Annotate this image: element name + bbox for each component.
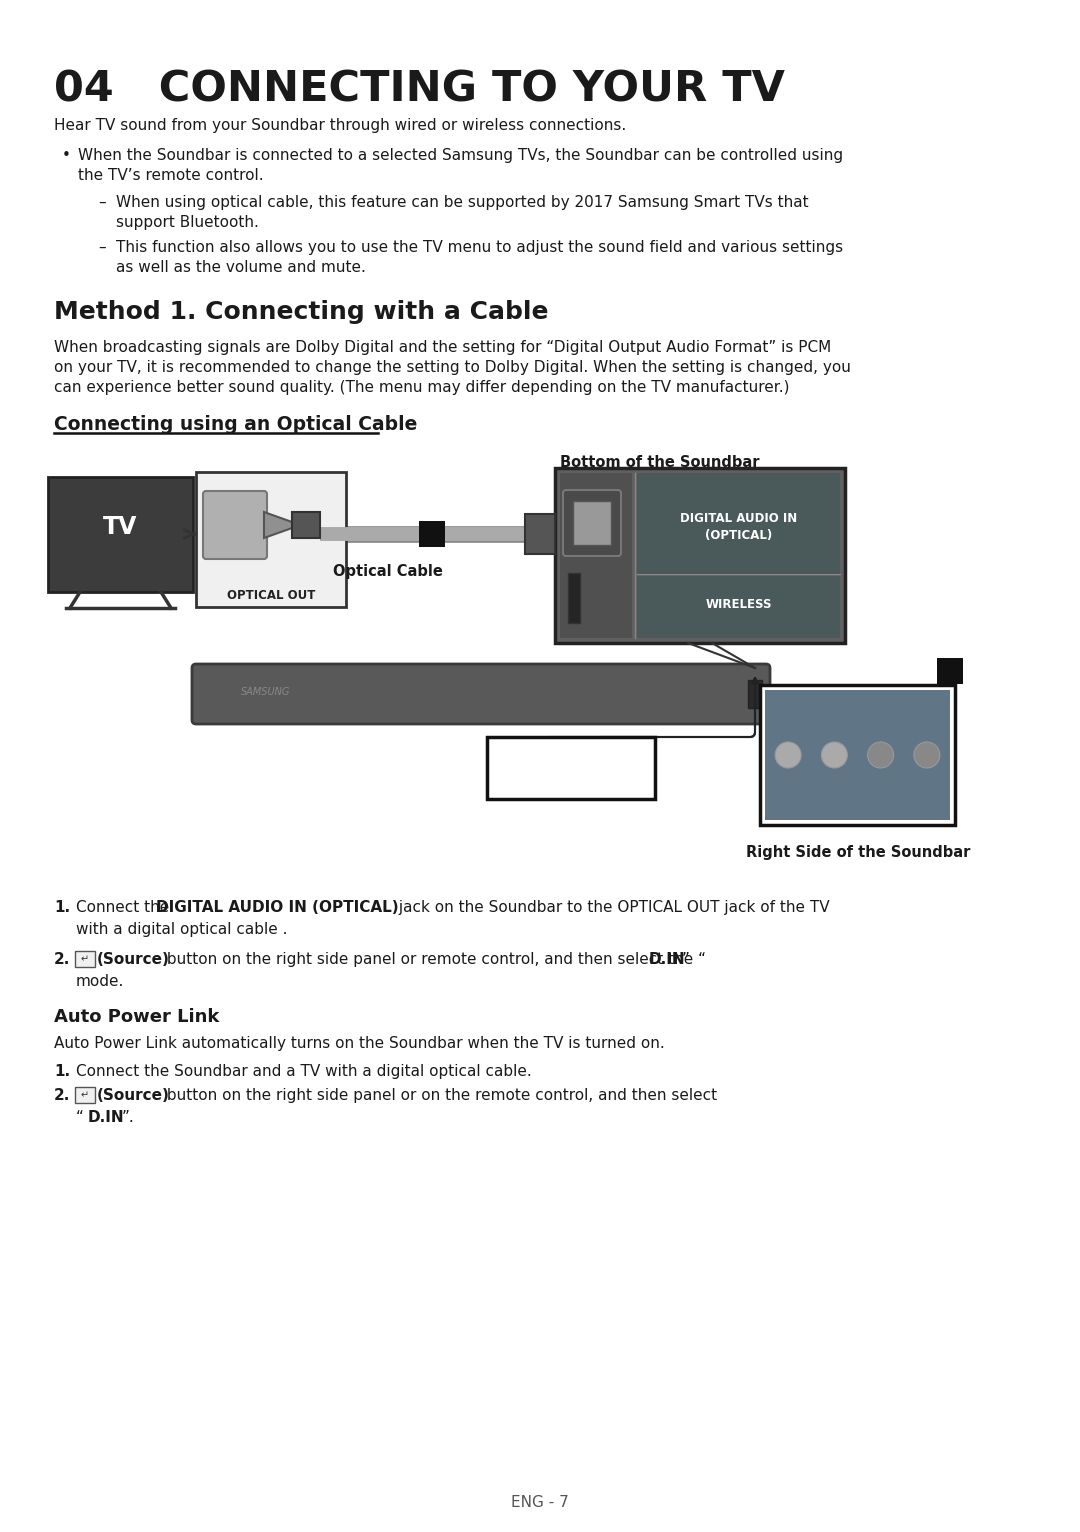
Text: ”: ” (681, 951, 690, 967)
Text: 1: 1 (427, 527, 437, 541)
Text: –: – (98, 195, 106, 210)
FancyBboxPatch shape (937, 659, 963, 683)
Text: –: – (98, 241, 106, 254)
Text: •: • (62, 149, 71, 162)
Text: Auto Power Link automatically turns on the Soundbar when the TV is turned on.: Auto Power Link automatically turns on t… (54, 1036, 665, 1051)
FancyBboxPatch shape (192, 663, 770, 725)
Text: 2: 2 (945, 663, 956, 679)
Text: ⏻: ⏻ (922, 748, 931, 763)
Text: −: − (782, 748, 795, 763)
Circle shape (775, 741, 801, 768)
Text: D.IN: D.IN (535, 752, 608, 780)
FancyBboxPatch shape (419, 521, 445, 547)
Text: 2.: 2. (54, 951, 70, 967)
Text: with a digital optical cable .: with a digital optical cable . (76, 922, 287, 938)
FancyBboxPatch shape (487, 737, 654, 800)
FancyBboxPatch shape (48, 476, 193, 591)
FancyBboxPatch shape (525, 515, 555, 555)
Text: 04   CONNECTING TO YOUR TV: 04 CONNECTING TO YOUR TV (54, 67, 785, 110)
Text: mode.: mode. (76, 974, 124, 990)
Text: DIGITAL AUDIO IN (OPTICAL): DIGITAL AUDIO IN (OPTICAL) (156, 899, 399, 915)
Text: Bottom of the Soundbar: Bottom of the Soundbar (561, 455, 759, 470)
Circle shape (914, 741, 940, 768)
Text: button on the right side panel or remote control, and then select the “: button on the right side panel or remote… (162, 951, 706, 967)
Text: ENG - 7: ENG - 7 (511, 1495, 569, 1511)
FancyBboxPatch shape (555, 467, 845, 643)
FancyBboxPatch shape (561, 473, 632, 637)
Text: the TV’s remote control.: the TV’s remote control. (78, 169, 264, 182)
Text: “: “ (76, 1111, 84, 1124)
Text: (Source): (Source) (97, 951, 170, 967)
Text: jack on the Soundbar to the OPTICAL OUT jack of the TV: jack on the Soundbar to the OPTICAL OUT … (394, 899, 829, 915)
FancyBboxPatch shape (195, 472, 346, 607)
Text: Method 1. Connecting with a Cable: Method 1. Connecting with a Cable (54, 300, 549, 323)
Text: SAMSUNG: SAMSUNG (241, 686, 291, 697)
Text: Connect the: Connect the (76, 899, 174, 915)
Text: Connect the Soundbar and a TV with a digital optical cable.: Connect the Soundbar and a TV with a dig… (76, 1065, 531, 1079)
Text: DIGITAL AUDIO IN: DIGITAL AUDIO IN (680, 512, 797, 525)
FancyBboxPatch shape (573, 501, 611, 545)
FancyBboxPatch shape (765, 689, 950, 820)
Text: ↵: ↵ (874, 748, 887, 763)
FancyBboxPatch shape (760, 685, 955, 826)
Text: WIRELESS: WIRELESS (705, 597, 772, 610)
Text: (OPTICAL): (OPTICAL) (705, 529, 772, 542)
Text: button on the right side panel or on the remote control, and then select: button on the right side panel or on the… (162, 1088, 717, 1103)
FancyBboxPatch shape (637, 576, 840, 637)
Text: 1.: 1. (54, 1065, 70, 1079)
Text: Auto Power Link: Auto Power Link (54, 1008, 219, 1026)
Circle shape (867, 741, 893, 768)
Polygon shape (264, 512, 292, 538)
Text: When using optical cable, this feature can be supported by 2017 Samsung Smart TV: When using optical cable, this feature c… (116, 195, 809, 210)
Text: ↵: ↵ (81, 954, 89, 964)
Text: support Bluetooth.: support Bluetooth. (116, 214, 259, 230)
Text: on your TV, it is recommended to change the setting to Dolby Digital. When the s: on your TV, it is recommended to change … (54, 360, 851, 375)
Text: 2.: 2. (54, 1088, 70, 1103)
Text: OPTICAL OUT: OPTICAL OUT (227, 588, 315, 602)
Text: This function also allows you to use the TV menu to adjust the sound field and v: This function also allows you to use the… (116, 241, 843, 254)
Text: can experience better sound quality. (The menu may differ depending on the TV ma: can experience better sound quality. (Th… (54, 380, 789, 395)
Text: Hear TV sound from your Soundbar through wired or wireless connections.: Hear TV sound from your Soundbar through… (54, 118, 626, 133)
Text: Connecting using an Optical Cable: Connecting using an Optical Cable (54, 415, 417, 434)
FancyBboxPatch shape (748, 680, 762, 708)
Text: Optical Cable: Optical Cable (333, 564, 443, 579)
Text: When broadcasting signals are Dolby Digital and the setting for “Digital Output : When broadcasting signals are Dolby Digi… (54, 340, 832, 355)
FancyBboxPatch shape (568, 573, 580, 624)
Text: D.IN: D.IN (649, 951, 686, 967)
Text: ”.: ”. (122, 1111, 135, 1124)
Text: (Source): (Source) (97, 1088, 170, 1103)
Text: When the Soundbar is connected to a selected Samsung TVs, the Soundbar can be co: When the Soundbar is connected to a sele… (78, 149, 843, 162)
Text: Right Side of the Soundbar: Right Side of the Soundbar (746, 846, 970, 859)
Text: D.IN: D.IN (87, 1111, 124, 1124)
FancyBboxPatch shape (563, 490, 621, 556)
Text: 1.: 1. (54, 899, 70, 915)
FancyBboxPatch shape (637, 473, 840, 574)
FancyBboxPatch shape (292, 512, 320, 538)
Text: +: + (828, 748, 840, 763)
FancyBboxPatch shape (203, 490, 267, 559)
Text: TV: TV (104, 515, 137, 539)
FancyBboxPatch shape (75, 1088, 95, 1103)
FancyBboxPatch shape (75, 951, 95, 967)
Text: as well as the volume and mute.: as well as the volume and mute. (116, 260, 366, 276)
Circle shape (822, 741, 848, 768)
Text: ↵: ↵ (81, 1089, 89, 1100)
